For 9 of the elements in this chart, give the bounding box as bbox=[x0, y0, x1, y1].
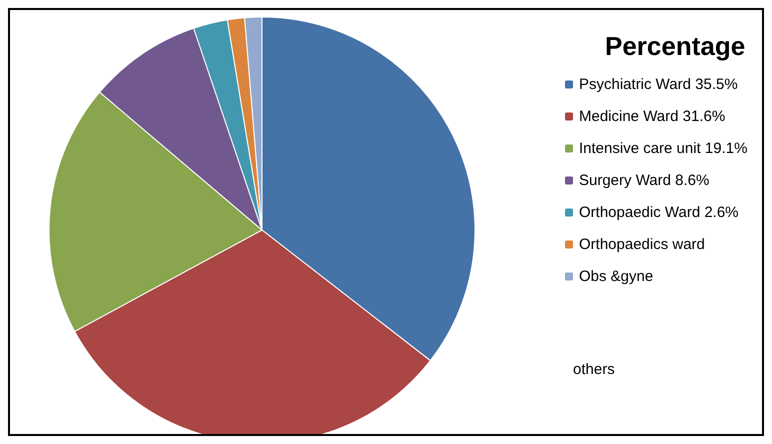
legend-label: Obs &gyne bbox=[579, 268, 654, 285]
text: Percentage bbox=[605, 31, 746, 61]
legend-label: Intensive care unit 19.1% bbox=[579, 140, 748, 157]
legend-label: Orthopaedic Ward 2.6% bbox=[579, 204, 739, 221]
text: others bbox=[573, 361, 615, 378]
legend-label: Orthopaedics ward bbox=[579, 236, 705, 253]
legend-label: Surgery Ward 8.6% bbox=[579, 172, 710, 189]
legend-label: Medicine Ward 31.6% bbox=[579, 108, 726, 125]
legend-label: Psychiatric Ward 35.5% bbox=[579, 76, 738, 93]
